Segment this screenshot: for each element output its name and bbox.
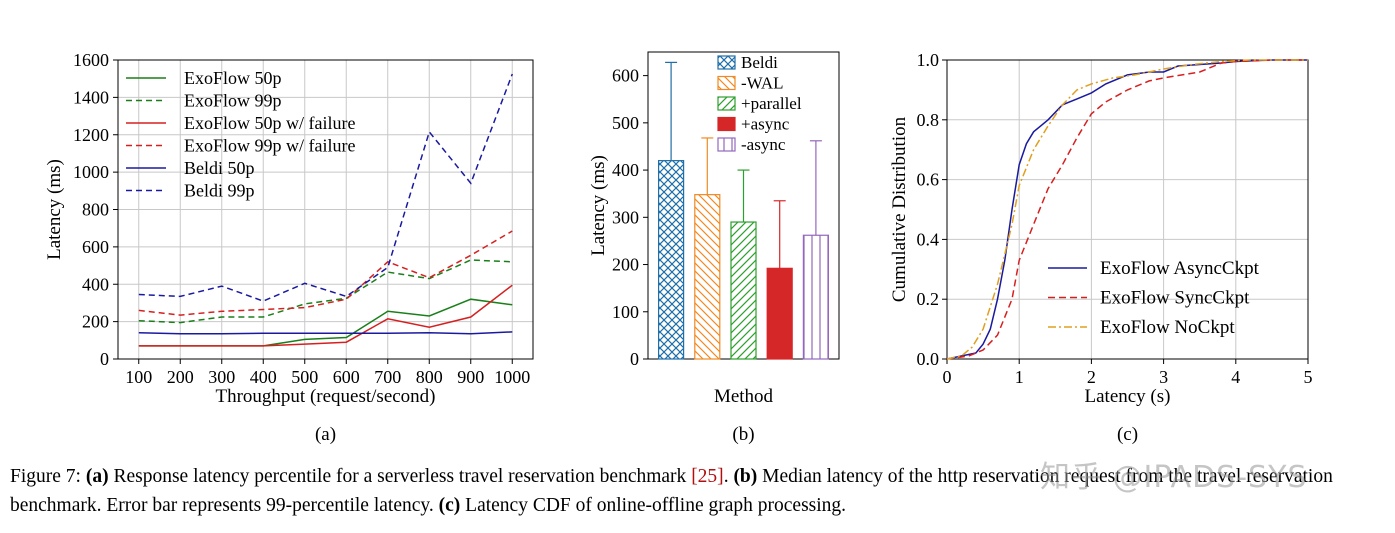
chart-b-bar <box>657 160 685 360</box>
chart-a-xtick-label: 500 <box>291 367 318 387</box>
chart-b-legend-label: -async <box>741 135 786 154</box>
chart-c-xtick-label: 0 <box>943 367 952 387</box>
chart-a-ytick-label: 1600 <box>73 50 109 70</box>
chart-a-ytick-label: 1200 <box>73 125 109 145</box>
chart-a-legend-label: ExoFlow 99p <box>184 91 282 111</box>
chart-b-ytick-label: 0 <box>630 349 639 369</box>
chart-b-ytick-label: 600 <box>612 66 639 86</box>
chart-a-series-line <box>138 73 514 302</box>
chart-a-xtick-label: 1000 <box>494 367 530 387</box>
chart-a-ytick-label: 600 <box>82 237 109 257</box>
chart-c-series-line <box>946 59 1308 360</box>
chart-c-ytick-label: 0.2 <box>917 289 940 309</box>
chart-c-xtick-label: 3 <box>1159 367 1168 387</box>
caption-b-text: Median latency of the http reservation r… <box>10 466 1333 516</box>
chart-a-ytick-label: 1000 <box>73 162 109 182</box>
chart-a-legend-label: ExoFlow 50p w/ failure <box>184 113 355 133</box>
chart-a-xlabel: Throughput (request/second) <box>215 386 435 407</box>
chart-c-legend-label: ExoFlow NoCkpt <box>1100 317 1235 338</box>
caption-c-label: (c) <box>438 495 461 516</box>
chart-b-ytick-label: 500 <box>612 113 639 133</box>
chart-c-xtick-label: 1 <box>1015 367 1024 387</box>
chart-c-ytick-label: 0.8 <box>917 110 940 130</box>
chart-c-ytick-label: 0.4 <box>917 229 940 249</box>
chart-c-xlabel: Latency (s) <box>1085 386 1171 407</box>
chart-c-series-line <box>946 59 1308 360</box>
chart-c-frame <box>946 59 1309 360</box>
chart-a-series-line <box>138 331 513 335</box>
caption-b-label: (b) <box>733 466 758 487</box>
chart-b-bar <box>730 221 757 360</box>
chart-b-legend-label: Beldi <box>741 53 778 72</box>
chart-b-xlabel: Method <box>714 386 774 407</box>
chart-c-ytick-label: 0.0 <box>917 349 940 369</box>
chart-b-ytick-label: 100 <box>612 302 639 322</box>
chart-a-xtick-label: 800 <box>416 367 443 387</box>
chart-c-legend-label: ExoFlow AsyncCkpt <box>1100 258 1260 279</box>
chart-a-xtick-label: 200 <box>167 367 194 387</box>
chart-a-xtick-label: 300 <box>208 367 235 387</box>
chart-a-ytick-label: 800 <box>82 200 109 220</box>
chart-b-bar <box>802 234 830 360</box>
caption-c-text: Latency CDF of online-offline graph proc… <box>460 495 847 516</box>
chart-a-ytick-label: 200 <box>82 312 109 332</box>
caption-citation[interactable]: [25] <box>691 466 724 487</box>
chart-b-ylabel: Latency (ms) <box>588 155 609 256</box>
chart-c-ytick-label: 1.0 <box>917 50 940 70</box>
chart-a-series-line <box>138 259 513 324</box>
chart-b-ytick-label: 400 <box>612 160 639 180</box>
chart-a-ytick-label: 1400 <box>73 87 109 107</box>
chart-b-legend-label: -WAL <box>741 74 783 93</box>
chart-a-panel-label: (a) <box>315 424 336 445</box>
chart-a-series-line <box>138 284 513 347</box>
chart-c-legend-label: ExoFlow SyncCkpt <box>1100 288 1250 309</box>
chart-b-legend-swatch <box>717 75 736 91</box>
chart-a-ytick-label: 0 <box>100 349 109 369</box>
chart-a-ylabel: Latency (ms) <box>44 159 65 260</box>
chart-b-ytick-label: 300 <box>612 207 639 227</box>
watermark: 知乎 @IPADS-SYS <box>1040 460 1308 495</box>
chart-c-ylabel: Cumulative Distribution <box>889 116 910 302</box>
chart-b-legend-swatch <box>717 137 736 152</box>
figure-caption: Figure 7: (a) Response latency percentil… <box>10 466 1333 516</box>
chart-a-series-line <box>138 298 513 347</box>
chart-a-legend-label: ExoFlow 50p <box>184 68 282 88</box>
chart-a-legend-label: Beldi 50p <box>184 158 255 178</box>
chart-b-legend-label: +parallel <box>741 94 802 113</box>
chart-c-ytick-label: 0.6 <box>917 170 940 190</box>
chart-b-legend-label: +async <box>741 115 790 134</box>
chart-a-xtick-label: 600 <box>333 367 360 387</box>
chart-a-xtick-label: 700 <box>374 367 401 387</box>
chart-a-frame <box>117 59 534 360</box>
chart-c: 0.0 0.2 0.4 0.6 0.8 1.0 0 1 2 3 4 5 ExoFlow AsyncCkp… <box>889 50 1313 445</box>
chart-c-xtick-label: 4 <box>1231 367 1240 387</box>
chart-a-xtick-label: 100 <box>125 367 152 387</box>
caption-a-label: (a) <box>85 466 109 487</box>
chart-a: 0 200 400 600 800 1000 1200 1400 1600 100 200 300 40… <box>44 50 534 445</box>
chart-c-xtick-label: 5 <box>1304 367 1313 387</box>
chart-b-bar <box>694 194 721 360</box>
chart-b-panel-label: (b) <box>732 424 754 445</box>
chart-c-xtick-label: 2 <box>1087 367 1096 387</box>
caption-a-text: Response latency percentile for a server… <box>108 466 692 487</box>
chart-a-legend-label: ExoFlow 99p w/ failure <box>184 136 355 156</box>
chart-b-legend-swatch <box>717 55 736 70</box>
chart-a-xtick-label: 400 <box>250 367 277 387</box>
chart-b-legend-swatch <box>717 96 736 111</box>
chart-b: 0 100 200 300 400 500 600 Beldi -WAL+parallel +as… <box>588 51 840 445</box>
chart-a-xtick-label: 900 <box>457 367 484 387</box>
chart-b-ytick-label: 200 <box>612 255 639 275</box>
chart-a-series-line <box>138 230 513 316</box>
chart-b-legend-swatch <box>717 116 736 132</box>
chart-a-ytick-label: 400 <box>82 274 109 294</box>
caption-figure-label: Figure 7: <box>10 466 81 487</box>
chart-c-series-line <box>946 59 1308 360</box>
chart-b-bar <box>766 267 793 360</box>
chart-a-legend-label: Beldi 99p <box>184 181 255 201</box>
chart-c-panel-label: (c) <box>1117 424 1138 445</box>
